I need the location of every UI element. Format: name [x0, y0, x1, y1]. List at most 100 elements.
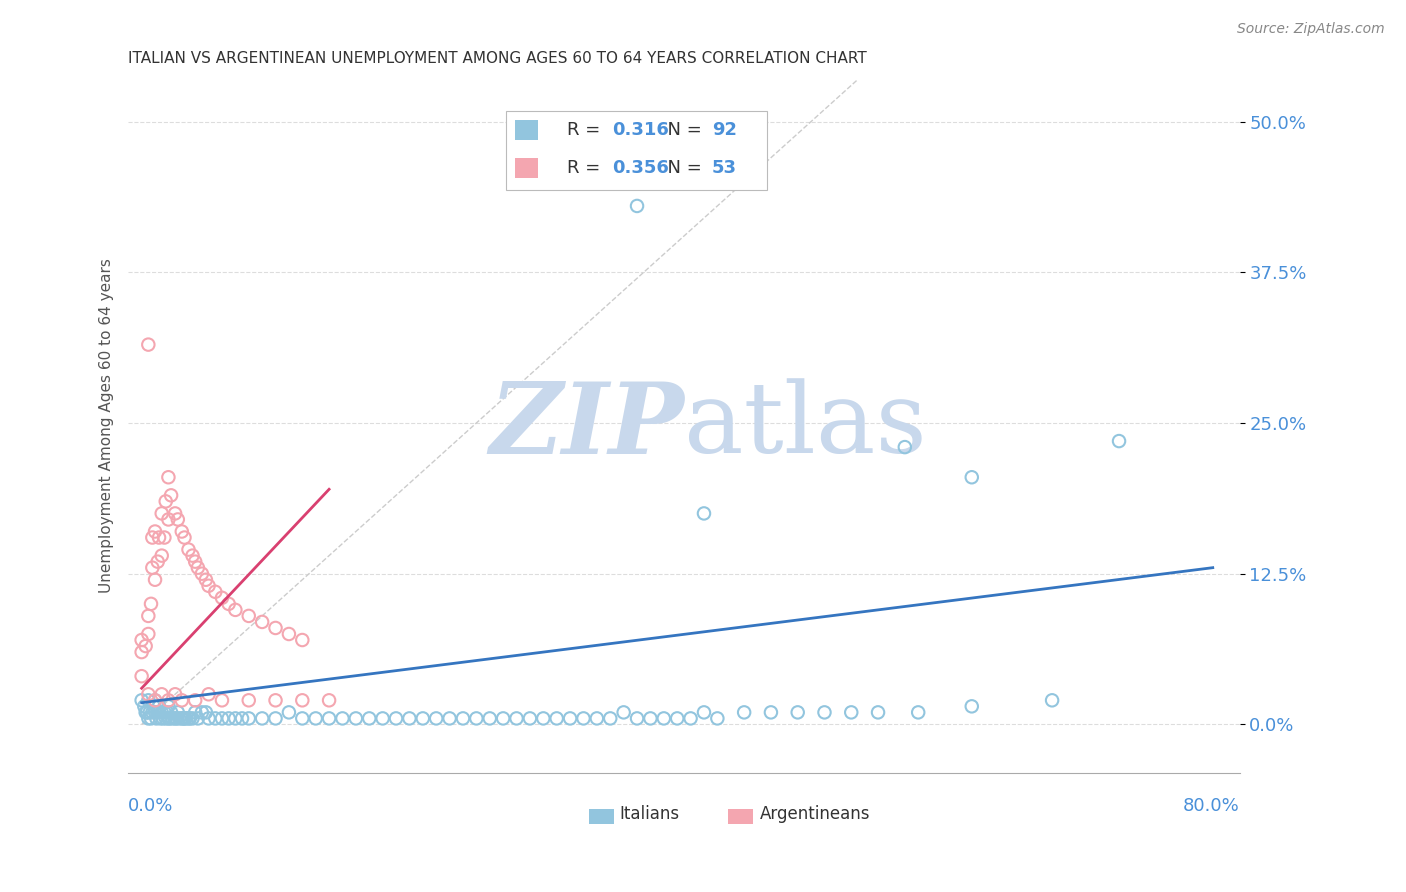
Point — [224, 603, 246, 617]
Point — [626, 199, 648, 213]
Point — [277, 627, 299, 641]
Point — [150, 687, 173, 701]
Point — [505, 711, 527, 725]
Point — [1108, 434, 1130, 448]
Point — [894, 440, 917, 454]
Point — [155, 711, 177, 725]
Point — [143, 524, 166, 539]
Point — [153, 531, 176, 545]
Point — [693, 706, 716, 720]
Point — [318, 711, 340, 725]
Point — [359, 711, 381, 725]
Y-axis label: Unemployment Among Ages 60 to 64 years: Unemployment Among Ages 60 to 64 years — [100, 259, 114, 593]
FancyBboxPatch shape — [515, 120, 538, 140]
Text: N =: N = — [657, 121, 707, 139]
Point — [191, 706, 214, 720]
Point — [148, 699, 170, 714]
Point — [135, 706, 157, 720]
Point — [150, 549, 173, 563]
Point — [138, 706, 160, 720]
Point — [149, 711, 172, 725]
Point — [131, 645, 153, 659]
Point — [160, 706, 183, 720]
Point — [572, 711, 595, 725]
Text: Italians: Italians — [620, 805, 679, 823]
Point — [148, 531, 170, 545]
Point — [160, 488, 183, 502]
Point — [371, 711, 394, 725]
Point — [211, 693, 233, 707]
Point — [238, 693, 260, 707]
Point — [218, 711, 240, 725]
Point — [679, 711, 702, 725]
Point — [135, 639, 157, 653]
Point — [640, 711, 662, 725]
Point — [813, 706, 835, 720]
Point — [136, 706, 159, 720]
Point — [613, 706, 636, 720]
Point — [184, 693, 207, 707]
Point — [492, 711, 515, 725]
Point — [174, 711, 197, 725]
Point — [131, 693, 153, 707]
Text: R =: R = — [567, 121, 606, 139]
Point — [145, 711, 167, 725]
Point — [170, 693, 193, 707]
Point — [1040, 693, 1063, 707]
Point — [907, 706, 929, 720]
Point — [146, 706, 169, 720]
Point — [181, 549, 204, 563]
Point — [184, 706, 207, 720]
Point — [146, 555, 169, 569]
Point — [187, 711, 209, 725]
Text: ZIP: ZIP — [489, 377, 683, 475]
Point — [179, 711, 201, 725]
Point — [250, 711, 273, 725]
Point — [165, 711, 187, 725]
Point — [398, 711, 420, 725]
Text: Source: ZipAtlas.com: Source: ZipAtlas.com — [1237, 22, 1385, 37]
Point — [759, 706, 782, 720]
Point — [194, 573, 217, 587]
Point — [157, 693, 180, 707]
Text: N =: N = — [657, 159, 707, 178]
Point — [291, 711, 314, 725]
Point — [706, 711, 728, 725]
Point — [197, 579, 219, 593]
Point — [173, 711, 195, 725]
Point — [204, 711, 226, 725]
Point — [546, 711, 568, 725]
Text: 0.316: 0.316 — [612, 121, 668, 139]
Point — [531, 711, 554, 725]
Point — [141, 531, 163, 545]
Point — [558, 711, 581, 725]
Point — [194, 706, 217, 720]
Point — [277, 706, 299, 720]
Point — [156, 706, 179, 720]
Point — [141, 706, 163, 720]
Point — [153, 706, 176, 720]
Text: 53: 53 — [711, 159, 737, 178]
Point — [173, 531, 195, 545]
Point — [143, 706, 166, 720]
Text: atlas: atlas — [683, 378, 927, 474]
Point — [172, 711, 194, 725]
Point — [211, 591, 233, 605]
Point — [960, 699, 983, 714]
Point — [141, 560, 163, 574]
Point — [165, 507, 187, 521]
FancyBboxPatch shape — [506, 111, 768, 190]
FancyBboxPatch shape — [589, 809, 614, 824]
Point — [136, 693, 159, 707]
FancyBboxPatch shape — [728, 809, 752, 824]
Point — [165, 687, 187, 701]
Point — [451, 711, 474, 725]
Point — [264, 621, 287, 635]
Point — [155, 494, 177, 508]
Point — [218, 597, 240, 611]
Text: ITALIAN VS ARGENTINEAN UNEMPLOYMENT AMONG AGES 60 TO 64 YEARS CORRELATION CHART: ITALIAN VS ARGENTINEAN UNEMPLOYMENT AMON… — [128, 51, 868, 66]
Text: 92: 92 — [711, 121, 737, 139]
Point — [197, 711, 219, 725]
Point — [136, 337, 159, 351]
Point — [960, 470, 983, 484]
